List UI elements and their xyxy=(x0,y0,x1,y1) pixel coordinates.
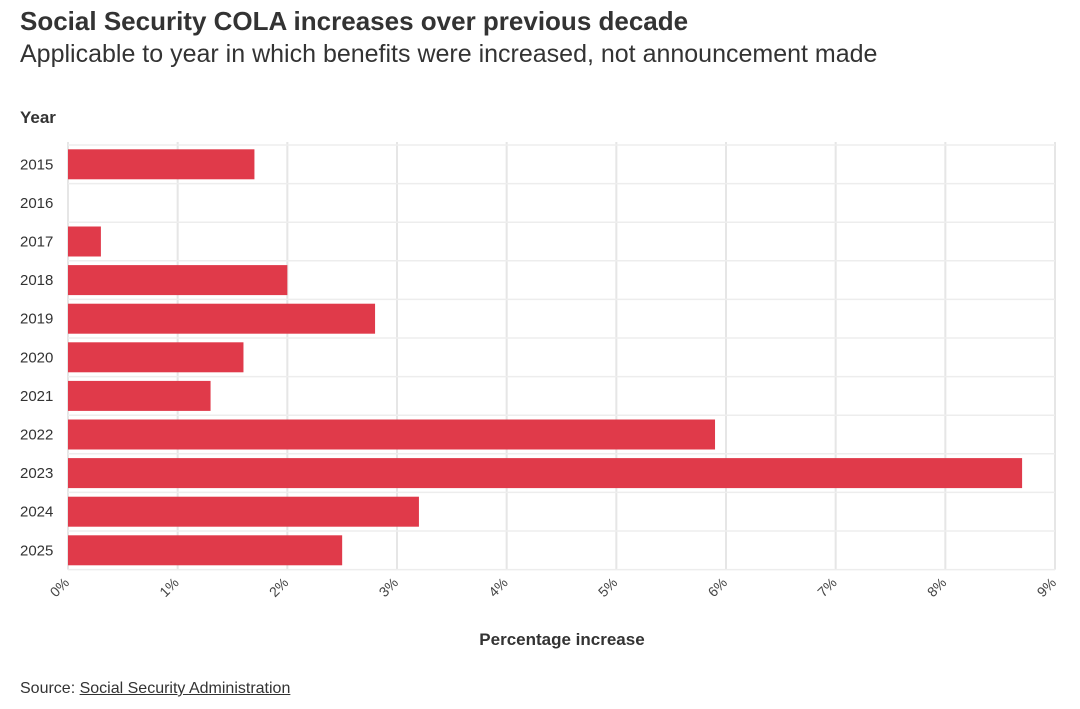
y-tick-label-2021: 2021 xyxy=(20,388,53,405)
y-tick-label-2024: 2024 xyxy=(20,504,53,521)
bar-2024[interactable] xyxy=(68,496,419,527)
bar-chart: Year 2015 2016 2017 2018 2019 2020 2021 2022 202… xyxy=(20,108,1059,649)
bar-2020[interactable] xyxy=(68,342,244,373)
source-label: Source: xyxy=(20,680,76,697)
x-tick-label: 7% xyxy=(814,574,840,600)
x-tick-label: 3% xyxy=(375,574,401,600)
y-tick-labels: 2015 2016 2017 2018 2019 2020 2021 2022 2023 2024… xyxy=(20,156,53,559)
x-tick-label: 1% xyxy=(156,574,182,600)
x-tick-label: 2% xyxy=(266,574,292,600)
y-tick-label-2025: 2025 xyxy=(20,542,53,559)
bar-2017[interactable] xyxy=(68,226,101,257)
y-tick-label-2020: 2020 xyxy=(20,349,53,366)
y-tick-label-2017: 2017 xyxy=(20,234,53,251)
bar-2019[interactable] xyxy=(68,303,376,334)
bars xyxy=(68,149,1023,566)
bar-2023[interactable] xyxy=(68,458,1023,489)
x-tick-labels: 0% 1% 2% 3% 4% 5% 6% 7% 8% 9% xyxy=(46,574,1059,600)
bar-2025[interactable] xyxy=(68,535,343,566)
source-link[interactable]: Social Security Administration xyxy=(79,680,291,697)
x-tick-label: 9% xyxy=(1033,574,1059,600)
bar-2022[interactable] xyxy=(68,419,716,450)
x-tick-label: 6% xyxy=(704,574,730,600)
y-tick-label-2016: 2016 xyxy=(20,195,53,212)
x-tick-label: 8% xyxy=(924,574,950,600)
x-axis-title: Percentage increase xyxy=(479,630,644,649)
y-tick-label-2015: 2015 xyxy=(20,156,53,173)
bar-2018[interactable] xyxy=(68,265,288,296)
y-tick-label-2023: 2023 xyxy=(20,465,53,482)
gridlines xyxy=(67,142,1056,571)
chart-subtitle: Applicable to year in which benefits wer… xyxy=(20,40,878,68)
x-tick-label: 0% xyxy=(46,574,72,600)
chart-title: Social Security COLA increases over prev… xyxy=(20,6,689,36)
x-tick-label: 4% xyxy=(485,574,511,600)
bar-2015[interactable] xyxy=(68,149,255,180)
source-line: Source: Social Security Administration xyxy=(20,680,290,698)
bar-2021[interactable] xyxy=(68,380,211,411)
y-axis-title: Year xyxy=(20,108,56,127)
y-tick-label-2022: 2022 xyxy=(20,427,53,444)
x-tick-label: 5% xyxy=(595,574,621,600)
y-tick-label-2018: 2018 xyxy=(20,272,53,289)
y-tick-label-2019: 2019 xyxy=(20,311,53,328)
